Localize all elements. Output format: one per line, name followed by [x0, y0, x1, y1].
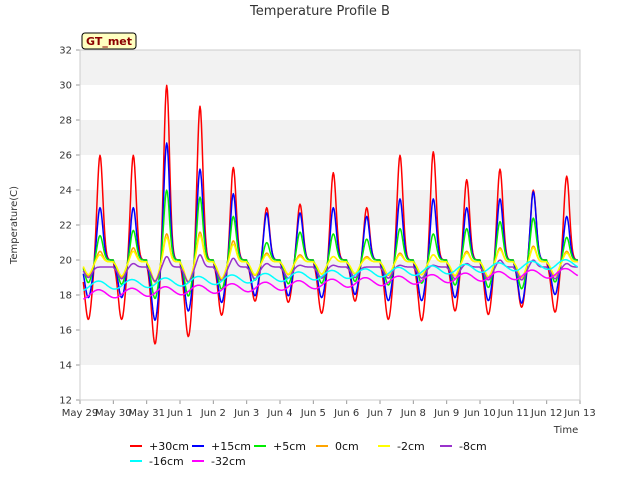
x-tick-label: Jun 2: [200, 408, 226, 419]
series-lines: [82, 84, 579, 345]
y-tick-label: 16: [59, 326, 72, 337]
x-tick-label: Jun 7: [366, 408, 392, 419]
legend-label: +30cm: [149, 440, 189, 453]
x-tick-label: Jun 3: [233, 408, 259, 419]
y-tick-label: 30: [59, 81, 72, 92]
y-tick-label: 26: [59, 151, 72, 162]
y-tick-label: 18: [59, 291, 72, 302]
x-axis-label: Time: [553, 425, 578, 436]
series-line: [82, 234, 578, 283]
badge-box: [81, 32, 137, 50]
series-line: [83, 267, 579, 300]
plot-frame: [79, 49, 581, 401]
y-tick-label: 20: [59, 256, 72, 267]
y-tick-label: 24: [59, 186, 72, 197]
x-tick-label: May 29: [62, 408, 99, 419]
y-tick-label: 28: [59, 116, 72, 127]
x-tick-label: Jun 1: [166, 408, 192, 419]
plot-band: [80, 330, 580, 365]
series-line: [83, 259, 579, 291]
x-tick-label: Jun 10: [463, 408, 496, 419]
x-tick-label: Jun 5: [300, 408, 326, 419]
plot-band: [80, 85, 580, 120]
x-tick-label: Jun 6: [333, 408, 359, 419]
legend-label: -8cm: [459, 440, 487, 453]
y-tick-label: 12: [59, 396, 72, 407]
chart-title: Temperature Profile B: [249, 4, 390, 19]
legend-label: 0cm: [335, 440, 359, 453]
series-line: [82, 189, 578, 300]
legend-label: +5cm: [273, 440, 306, 453]
x-tick-label: Jun 11: [497, 408, 530, 419]
plot-band: [80, 295, 580, 330]
series-line: [82, 254, 578, 283]
y-tick-label: 32: [59, 46, 72, 57]
badge-label: GT_met: [86, 35, 132, 48]
y-axis: 12 14 16 18 20 22 24 26 28 30 32: [59, 46, 80, 407]
plot-band: [80, 50, 580, 85]
legend-label: -2cm: [397, 440, 425, 453]
plot-band: [80, 120, 580, 155]
x-tick-label: Jun 4: [266, 408, 292, 419]
badge: GT_met: [81, 32, 137, 50]
legend-label: -32cm: [211, 455, 246, 468]
y-tick-label: 22: [59, 221, 72, 232]
plot-band: [80, 365, 580, 400]
x-tick-label: Jun 8: [400, 408, 426, 419]
x-tick-label: Jun 12: [530, 408, 563, 419]
legend: +30cm +15cm +5cm 0cm -2cm -8cm -16cm -32cm: [130, 440, 487, 468]
x-tick-label: May 31: [128, 408, 165, 419]
x-tick-label: May 30: [95, 408, 132, 419]
legend-label: -16cm: [149, 455, 184, 468]
y-tick-label: 14: [59, 361, 72, 372]
x-tick-label: Jun 9: [433, 408, 459, 419]
x-tick-label: Jun 13: [563, 408, 596, 419]
legend-label: +15cm: [211, 440, 251, 453]
y-axis-label: Temperature(C): [9, 186, 20, 265]
plot-band: [80, 155, 580, 190]
